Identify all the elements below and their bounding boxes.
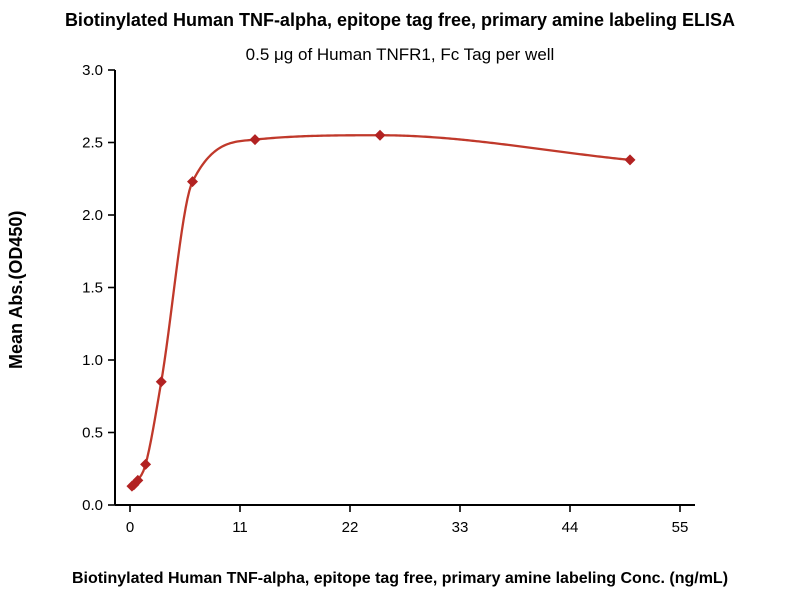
y-tick-label: 2.5 [82, 135, 103, 152]
data-point [140, 458, 152, 470]
x-tick-label: 55 [672, 519, 689, 536]
y-tick-label: 1.5 [82, 280, 103, 297]
x-tick-label: 33 [452, 519, 469, 536]
y-tick-label: 3.0 [82, 62, 103, 79]
plot-canvas: 0 11 22 33 44 55 0.0 0.5 1.0 1.5 2.0 2.5 3.0 [82, 62, 695, 536]
data-point [187, 176, 198, 188]
data-point [249, 134, 261, 146]
chart-title: Biotinylated Human TNF-alpha, epitope ta… [64, 10, 736, 30]
y-tick-label: 1.0 [82, 352, 103, 369]
x-tick-label: 22 [342, 519, 359, 536]
data-point [132, 474, 144, 486]
chart-subtitle: 0.5 μg of Human TNFR1, Fc Tag per well [245, 45, 555, 64]
y-axis-label: Mean Abs.(OD450) [6, 210, 26, 370]
y-tick-label: 2.0 [82, 207, 103, 224]
y-tick-label: 0.5 [82, 425, 103, 442]
x-tick-label: 11 [232, 519, 248, 536]
data-point [374, 129, 386, 141]
data-point [155, 376, 167, 388]
x-tick-label: 44 [562, 519, 579, 536]
y-tick-label: 0.0 [82, 497, 103, 514]
data-point [624, 154, 636, 166]
x-axis-label: Biotinylated Human TNF-alpha, epitope ta… [71, 570, 729, 587]
fit-curve [131, 134, 631, 488]
x-tick-label: 0 [126, 519, 134, 536]
